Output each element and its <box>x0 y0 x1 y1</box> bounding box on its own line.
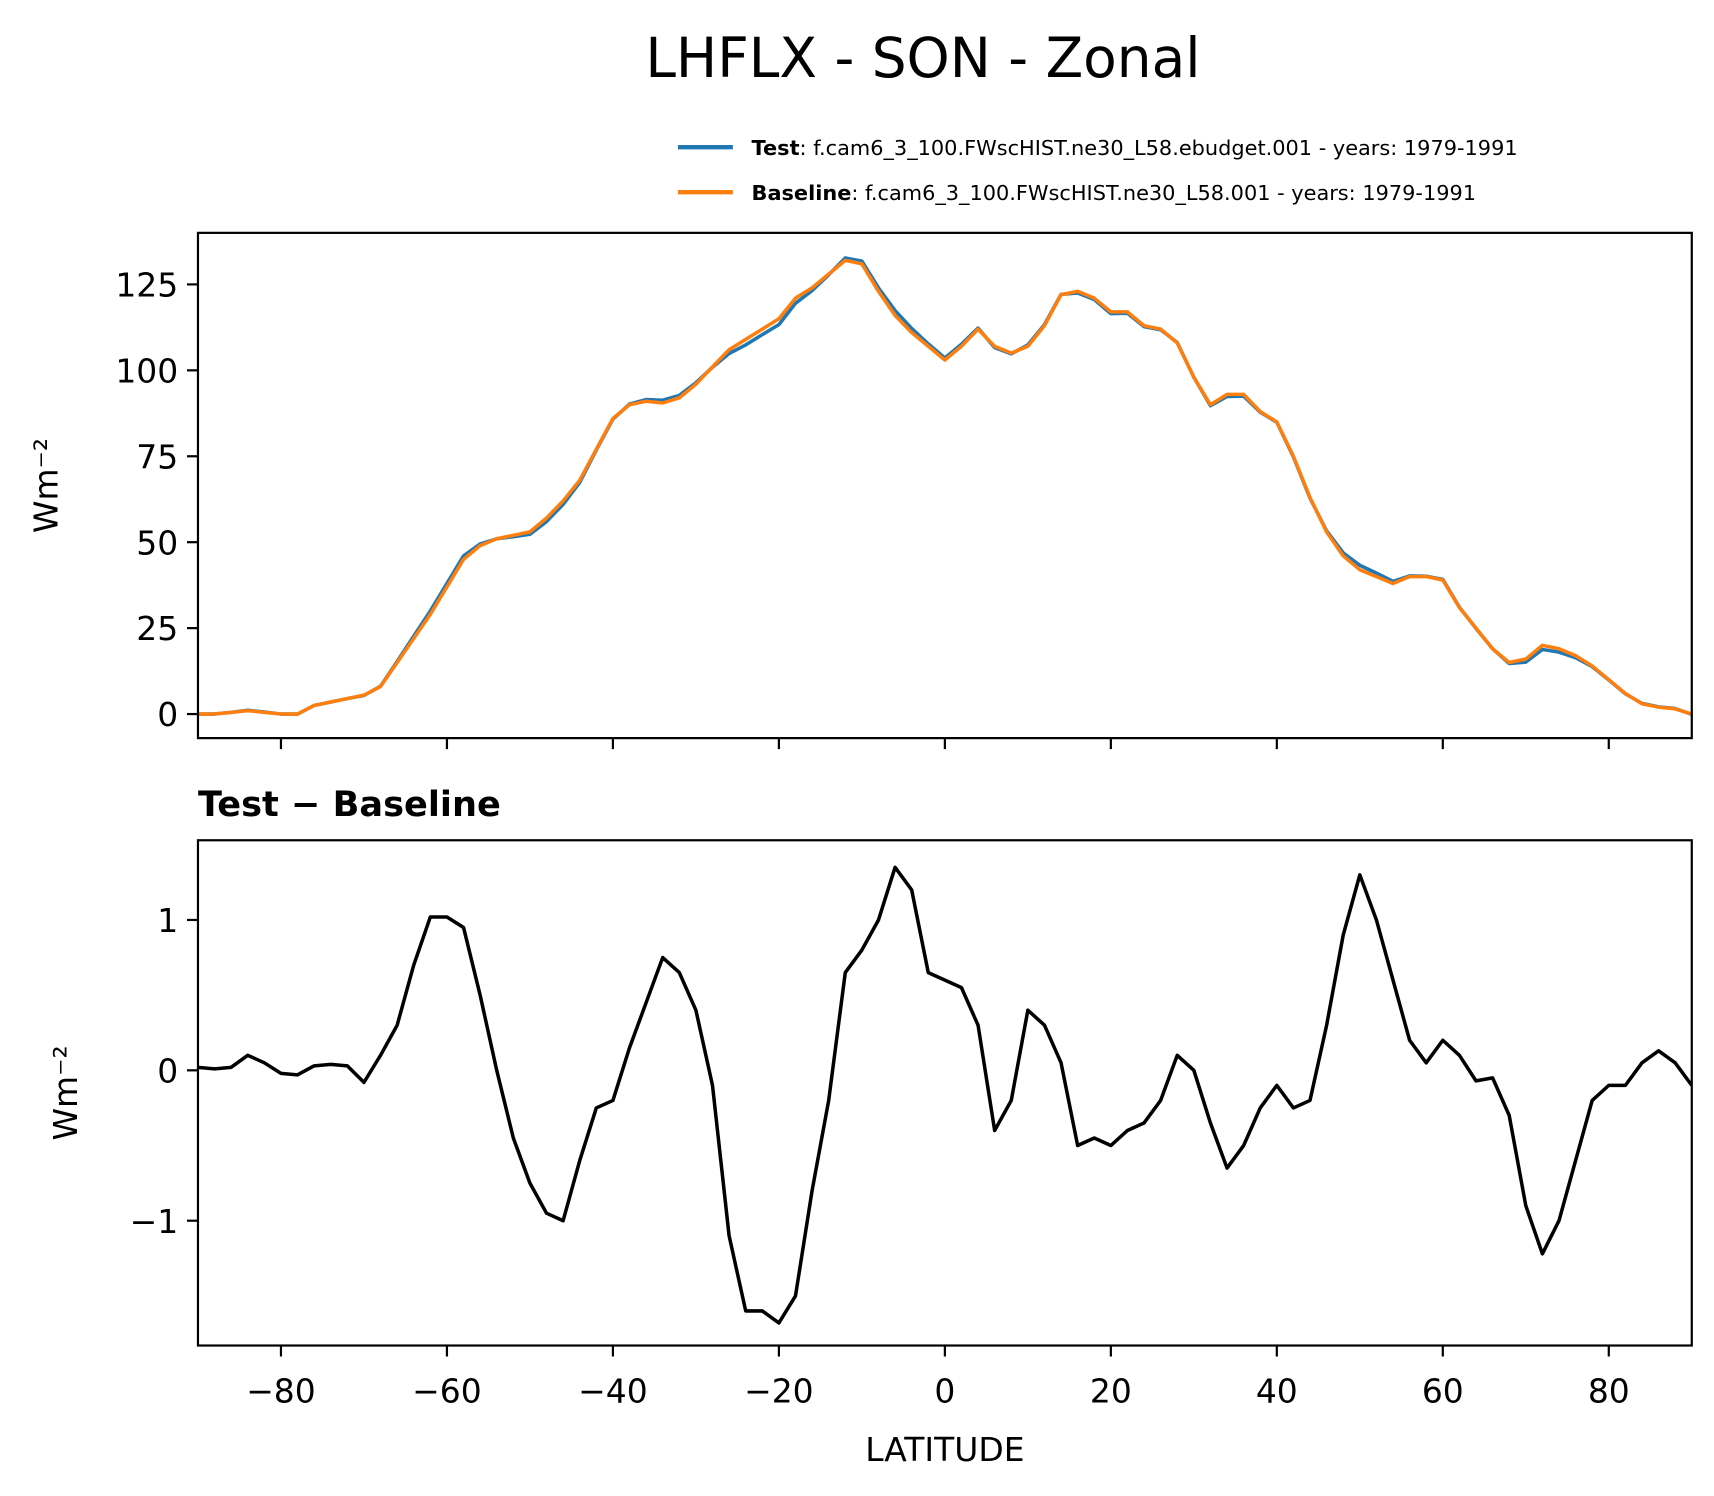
subplot-title: Test − Baseline <box>198 784 501 825</box>
legend-name: Test <box>752 136 800 160</box>
y-axis-label: Wm⁻² <box>46 1045 85 1140</box>
legend-name: Baseline <box>752 181 852 205</box>
y-tick-label: 0 <box>157 1051 178 1090</box>
x-axis-label: LATITUDE <box>865 1430 1024 1469</box>
y-tick-label: 100 <box>115 351 178 390</box>
y-tick-label: 0 <box>157 695 178 734</box>
series-line <box>197 865 1692 1325</box>
y-tick-label: 50 <box>136 523 178 562</box>
x-tick-label: 40 <box>1256 1372 1298 1411</box>
legend-label: Baseline: f.cam6_3_100.FWscHIST.ne30_L58… <box>752 181 1477 206</box>
x-tick-label: −60 <box>412 1372 482 1411</box>
x-tick-label: 0 <box>934 1372 955 1411</box>
legend-description: : f.cam6_3_100.FWscHIST.ne30_L58.001 - y… <box>851 181 1476 206</box>
legend-label: Test: f.cam6_3_100.FWscHIST.ne30_L58.ebu… <box>752 136 1518 161</box>
y-axis-label: Wm⁻² <box>26 438 65 533</box>
x-tick-label: −20 <box>744 1372 814 1411</box>
axes-frame <box>196 231 1693 740</box>
x-tick-label: 60 <box>1422 1372 1464 1411</box>
axes-frame <box>196 839 1693 1347</box>
y-tick-label: 25 <box>136 609 178 648</box>
x-tick-label: −80 <box>246 1372 316 1411</box>
legend-description: : f.cam6_3_100.FWscHIST.ne30_L58.ebudget… <box>800 136 1518 161</box>
x-tick-label: −40 <box>578 1372 648 1411</box>
x-tick-label: 20 <box>1090 1372 1132 1411</box>
y-tick-label: −1 <box>130 1202 179 1241</box>
y-tick-label: 125 <box>115 265 178 304</box>
chart-title: LHFLX - SON - Zonal <box>645 26 1200 90</box>
y-tick-label: 75 <box>136 437 178 476</box>
series-line <box>197 258 1692 716</box>
y-tick-label: 1 <box>157 901 178 940</box>
x-tick-label: 80 <box>1588 1372 1630 1411</box>
